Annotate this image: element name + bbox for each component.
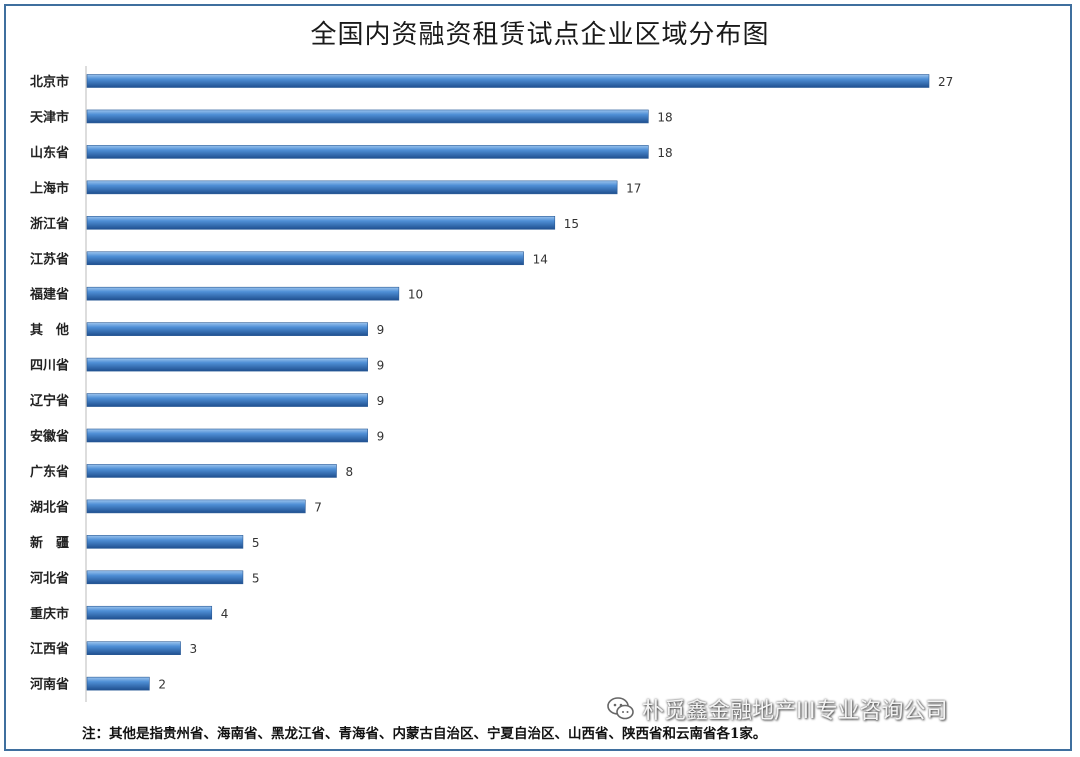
- watermark-text: 朴觅鑫金融地产III专业咨询公司: [642, 699, 948, 724]
- category-label: 重庆市: [30, 606, 69, 622]
- category-label: 浙江省: [30, 216, 69, 232]
- bar: [86, 180, 618, 195]
- data-label: 10: [408, 288, 423, 302]
- data-label: 27: [938, 75, 953, 89]
- category-label: 河北省: [30, 570, 69, 586]
- data-label: 17: [626, 181, 641, 195]
- bar: [86, 464, 337, 478]
- category-label: 四川省: [30, 358, 69, 374]
- data-label: 5: [252, 571, 260, 585]
- bar: [86, 286, 400, 301]
- category-label: 北京市: [30, 74, 69, 90]
- data-label: 9: [377, 323, 385, 337]
- data-label: 15: [564, 217, 579, 231]
- category-label: 新 疆: [30, 535, 69, 551]
- data-label: 9: [377, 394, 385, 408]
- bar: [86, 570, 244, 585]
- bar: [86, 641, 181, 656]
- data-label: 18: [657, 110, 672, 124]
- category-label: 上海市: [30, 180, 69, 196]
- data-label: 9: [377, 359, 385, 373]
- data-label: 7: [314, 500, 322, 514]
- bar: [86, 605, 213, 620]
- data-label: 18: [657, 146, 672, 160]
- bar: [86, 74, 930, 88]
- bar: [86, 535, 244, 549]
- bar: [86, 499, 306, 514]
- category-label: 湖北省: [30, 499, 69, 515]
- category-label: 安徽省: [30, 429, 69, 445]
- wechat-icon: [607, 697, 634, 720]
- bar: [86, 357, 368, 372]
- bar: [86, 393, 368, 407]
- category-label: 天津市: [30, 109, 69, 125]
- data-label: 8: [345, 465, 353, 479]
- category-label: 福建省: [29, 287, 69, 303]
- chart-title: 全国内资融资租赁试点企业区域分布图: [310, 20, 770, 50]
- data-label: 14: [533, 252, 548, 266]
- chart-frame: [4, 4, 1072, 751]
- category-label: 山东省: [30, 145, 69, 161]
- bar: [86, 109, 649, 124]
- category-label: 广东省: [30, 464, 69, 480]
- bar: [86, 428, 368, 443]
- bar: [86, 676, 150, 691]
- data-label: 4: [221, 607, 229, 621]
- data-label: 9: [377, 430, 385, 444]
- data-label: 2: [158, 678, 166, 692]
- category-label: 江苏省: [30, 251, 69, 267]
- data-label: 5: [252, 536, 260, 550]
- watermark: 朴觅鑫金融地产III专业咨询公司: [606, 692, 947, 726]
- bar: [86, 145, 649, 159]
- footnote: 注：其他是指贵州省、海南省、黑龙江省、青海省、内蒙古自治区、宁夏自治区、山西省、…: [82, 726, 767, 742]
- bar: [86, 322, 368, 336]
- category-label: 辽宁省: [30, 393, 69, 409]
- bar: [86, 251, 524, 266]
- bar: [86, 216, 556, 230]
- category-label: 河南省: [30, 677, 69, 693]
- category-label: 其 他: [30, 322, 69, 338]
- data-label: 3: [190, 642, 198, 656]
- category-label: 江西省: [30, 641, 69, 657]
